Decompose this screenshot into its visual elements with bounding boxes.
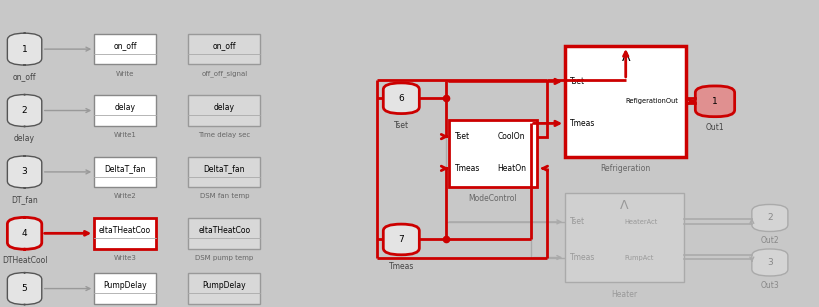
FancyBboxPatch shape [94, 157, 156, 187]
Text: CoolOn: CoolOn [497, 132, 525, 141]
Text: ModeControl: ModeControl [468, 194, 518, 204]
Text: 2: 2 [767, 213, 772, 223]
Text: Λ: Λ [622, 51, 630, 64]
FancyBboxPatch shape [752, 249, 788, 276]
Text: PumpAct: PumpAct [624, 255, 654, 261]
Text: PumpDelay: PumpDelay [103, 281, 147, 290]
Text: on_off: on_off [113, 41, 137, 51]
FancyBboxPatch shape [383, 224, 419, 255]
Text: HeatOn: HeatOn [497, 164, 527, 173]
Text: Tset: Tset [570, 217, 585, 226]
Text: HeaterAct: HeaterAct [624, 219, 658, 225]
FancyBboxPatch shape [7, 95, 42, 126]
Text: Write3: Write3 [114, 255, 136, 261]
Text: off_off_signal: off_off_signal [201, 70, 247, 77]
FancyBboxPatch shape [565, 193, 684, 282]
Text: Out2: Out2 [761, 236, 779, 245]
Text: DTHeatCool: DTHeatCool [2, 256, 48, 266]
Text: Tmeas: Tmeas [389, 262, 414, 271]
FancyBboxPatch shape [7, 217, 42, 249]
Text: DeltaT_fan: DeltaT_fan [104, 164, 146, 173]
Text: Λ: Λ [620, 199, 629, 212]
FancyBboxPatch shape [188, 218, 260, 249]
Text: DeltaT_fan: DeltaT_fan [204, 164, 245, 173]
FancyBboxPatch shape [565, 46, 686, 157]
Text: Write2: Write2 [114, 193, 136, 200]
Text: 1: 1 [712, 97, 718, 106]
FancyBboxPatch shape [449, 120, 537, 187]
Text: Tset: Tset [394, 121, 409, 130]
Text: eltaTHeatCoo: eltaTHeatCoo [99, 226, 151, 235]
FancyBboxPatch shape [94, 34, 156, 64]
Text: 7: 7 [398, 235, 405, 244]
Text: DSM fan temp: DSM fan temp [200, 193, 249, 200]
Text: delay: delay [214, 103, 235, 112]
FancyBboxPatch shape [7, 156, 42, 188]
Text: on_off: on_off [213, 41, 236, 51]
Text: Tset: Tset [570, 77, 585, 86]
FancyBboxPatch shape [94, 273, 156, 304]
Text: Time delay sec: Time delay sec [198, 132, 251, 138]
FancyBboxPatch shape [94, 218, 156, 249]
FancyBboxPatch shape [7, 33, 42, 65]
Text: 2: 2 [22, 106, 27, 115]
Text: 5: 5 [21, 284, 28, 293]
Text: Write1: Write1 [114, 132, 136, 138]
FancyBboxPatch shape [188, 273, 260, 304]
FancyBboxPatch shape [188, 95, 260, 126]
FancyBboxPatch shape [383, 83, 419, 114]
Text: 1: 1 [21, 45, 28, 54]
FancyBboxPatch shape [695, 86, 735, 117]
Text: delay: delay [14, 134, 35, 143]
Text: Tmeas: Tmeas [570, 119, 595, 128]
Text: delay: delay [115, 103, 135, 112]
Text: eltaTHeatCoo: eltaTHeatCoo [198, 226, 251, 235]
Text: Refrigeration: Refrigeration [600, 164, 651, 173]
Text: 3: 3 [21, 167, 28, 177]
FancyBboxPatch shape [188, 34, 260, 64]
Text: RefigerationOut: RefigerationOut [626, 98, 679, 104]
FancyBboxPatch shape [188, 157, 260, 187]
Text: on_off: on_off [13, 72, 36, 81]
Text: DSM pump temp: DSM pump temp [195, 255, 254, 261]
Text: Out3: Out3 [761, 281, 779, 290]
FancyBboxPatch shape [7, 273, 42, 305]
FancyBboxPatch shape [94, 95, 156, 126]
Text: DT_fan: DT_fan [11, 195, 38, 204]
Text: Tmeas: Tmeas [570, 253, 595, 262]
Text: 6: 6 [398, 94, 405, 103]
Text: Heater: Heater [612, 290, 637, 299]
Text: 3: 3 [767, 258, 773, 267]
Text: 4: 4 [22, 229, 27, 238]
Text: Write: Write [115, 71, 134, 77]
FancyBboxPatch shape [752, 204, 788, 231]
Text: PumpDelay: PumpDelay [202, 281, 247, 290]
Text: Out1: Out1 [706, 123, 724, 132]
Text: Tmeas: Tmeas [455, 164, 481, 173]
Text: Tset: Tset [455, 132, 470, 141]
